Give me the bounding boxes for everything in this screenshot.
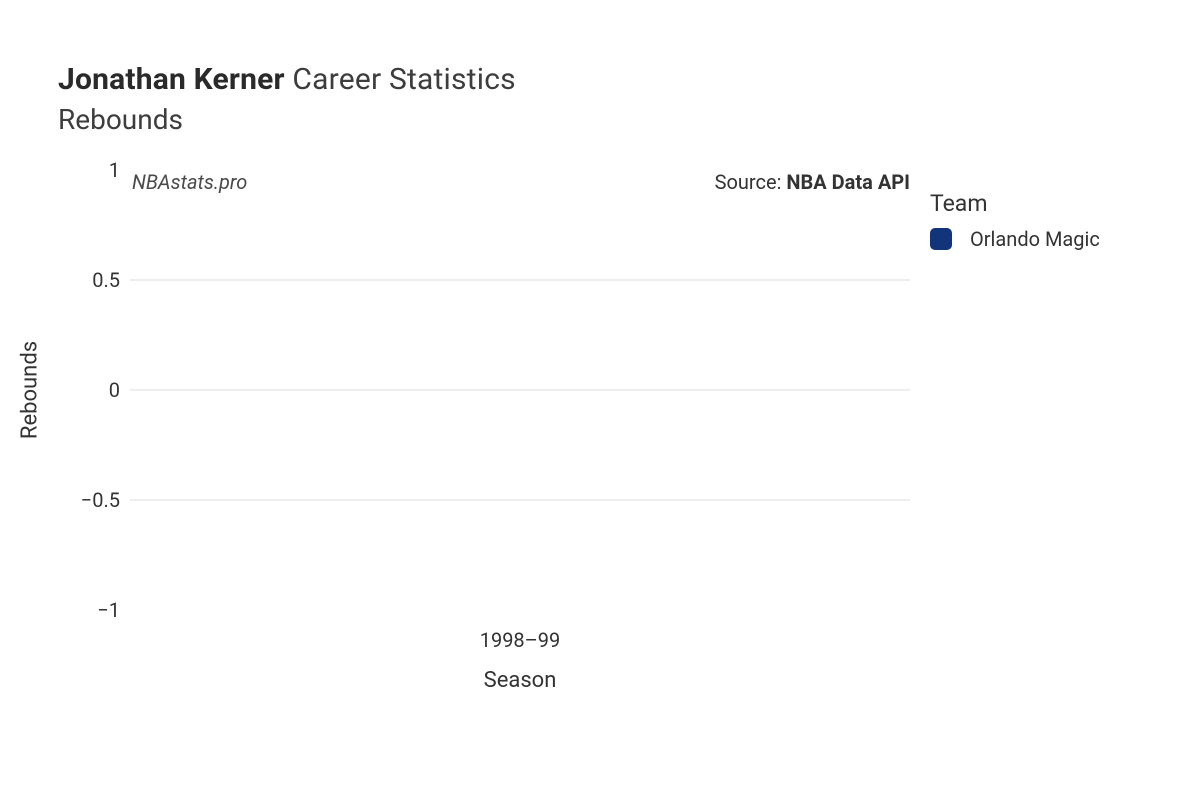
y-tick-label: 0.5 — [40, 268, 120, 292]
watermark-text: NBAstats.pro — [132, 170, 247, 194]
player-name: Jonathan Kerner — [58, 62, 285, 97]
x-axis-label: Season — [484, 668, 557, 693]
chart-title-block: Jonathan Kerner Career Statistics Reboun… — [58, 62, 516, 136]
legend-label: Orlando Magic — [970, 227, 1100, 251]
gridline — [130, 499, 910, 501]
title-suffix: Career Statistics — [292, 62, 515, 97]
plot-area: NBAstats.pro Source: NBA Data API 10.50−… — [130, 170, 910, 610]
source-name: NBA Data API — [786, 170, 910, 194]
y-axis-label: Rebounds — [18, 341, 43, 439]
y-tick-label: −1 — [40, 598, 120, 622]
source-attribution: Source: NBA Data API — [715, 170, 910, 194]
legend-item: Orlando Magic — [930, 227, 1180, 251]
y-tick-label: −0.5 — [40, 488, 120, 512]
chart-subtitle: Rebounds — [58, 103, 516, 136]
y-tick-label: 0 — [40, 378, 120, 402]
y-tick-label: 1 — [40, 158, 120, 182]
legend: Team Orlando Magic — [930, 190, 1180, 251]
legend-title: Team — [930, 190, 1180, 217]
chart-title: Jonathan Kerner Career Statistics — [58, 62, 516, 97]
legend-swatch — [930, 228, 952, 250]
x-tick-label: 1998–99 — [480, 628, 561, 652]
gridline — [130, 279, 910, 281]
source-prefix: Source: — [715, 170, 782, 194]
chart-container: Jonathan Kerner Career Statistics Reboun… — [0, 0, 1200, 800]
gridline — [130, 389, 910, 391]
